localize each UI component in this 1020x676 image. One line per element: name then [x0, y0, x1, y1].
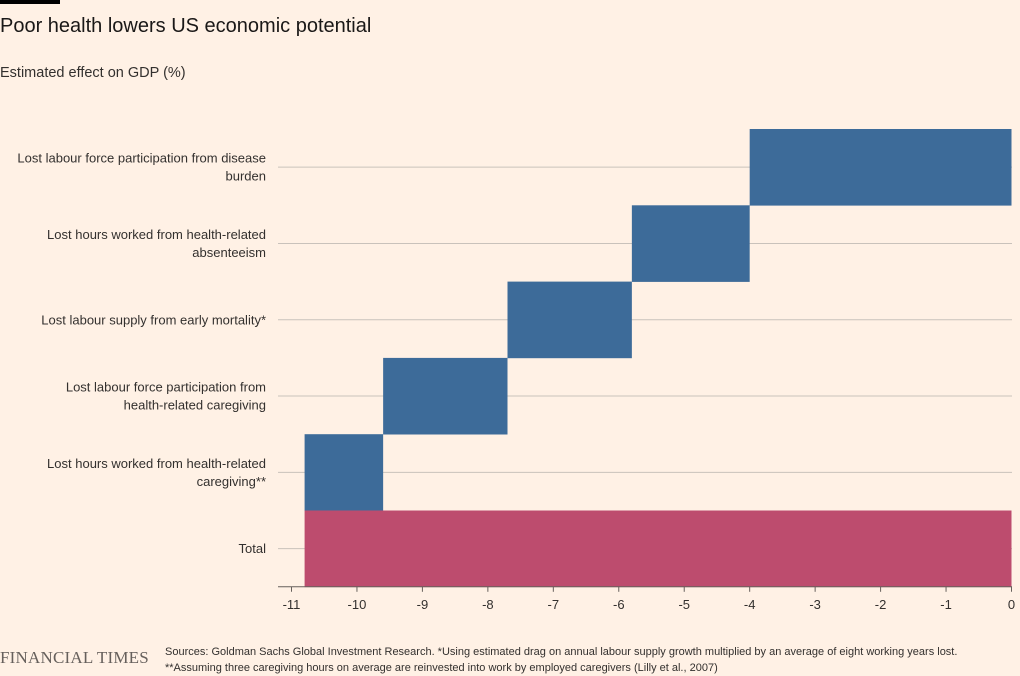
category-label-line: Total — [239, 541, 267, 556]
category-label: Lost labour supply from early mortality* — [41, 312, 266, 327]
x-tick-label: -1 — [940, 597, 952, 612]
category-label: Lost labour force participation from dis… — [17, 151, 266, 184]
component-bar — [749, 129, 1012, 206]
source-note: Sources: Goldman Sachs Global Investment… — [165, 646, 958, 674]
category-label-line: absenteeism — [192, 245, 266, 260]
x-tick-label: -3 — [809, 597, 821, 612]
x-tick-label: -9 — [417, 597, 429, 612]
component-bar — [304, 434, 384, 511]
x-tick-label: -4 — [744, 597, 756, 612]
category-label-line: Lost labour supply from early mortality* — [41, 312, 266, 327]
category-label: Lost hours worked from health-related abs… — [47, 227, 266, 260]
x-tick-label: 0 — [1008, 597, 1015, 612]
category-label-line: Lost hours worked from health-related — [47, 456, 266, 471]
x-tick-label: -7 — [548, 597, 560, 612]
x-tick-label: -5 — [678, 597, 690, 612]
x-tick-label: -11 — [283, 597, 301, 612]
category-label-line: caregiving** — [197, 474, 266, 489]
category-label-line: Lost hours worked from health-related — [47, 227, 266, 242]
component-bar — [507, 281, 632, 359]
chart-subtitle: Estimated effect on GDP (%) — [0, 65, 186, 81]
category-label: Total — [239, 541, 267, 556]
x-tick-label: -10 — [348, 597, 367, 612]
waterfall-chart: Lost labour force participation from dis… — [17, 129, 1015, 612]
x-tick-label: -2 — [875, 597, 887, 612]
total-bar — [304, 510, 1012, 588]
category-label-line: health-related caregiving — [124, 398, 266, 413]
category-label: Lost labour force participation from heal… — [66, 380, 266, 413]
x-tick-label: -6 — [613, 597, 625, 612]
chart-title: Poor health lowers US economic potential — [0, 15, 372, 37]
x-tick-label: -8 — [482, 597, 494, 612]
category-label-line: burden — [226, 169, 266, 184]
category-label-line: Lost labour force participation from dis… — [17, 151, 266, 166]
category-label: Lost hours worked from health-related car… — [47, 456, 266, 489]
category-label-line: Lost labour force participation from — [66, 380, 266, 395]
component-bar — [631, 205, 750, 282]
component-bar — [383, 357, 508, 435]
brand-bar — [0, 0, 60, 4]
ft-logo: FINANCIAL TIMES — [0, 648, 149, 667]
